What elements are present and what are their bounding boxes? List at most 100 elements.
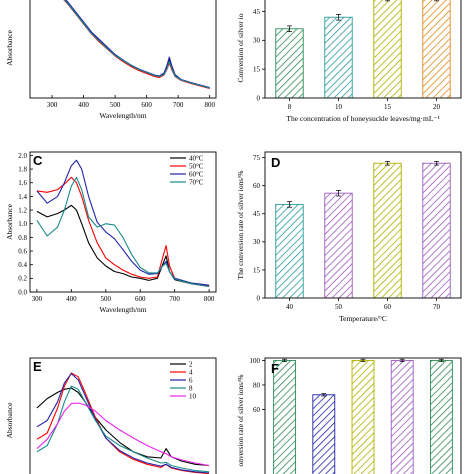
plot-area-F	[273, 358, 453, 474]
y-tick-label: 80	[253, 381, 261, 389]
plot-area-D	[275, 161, 451, 298]
x-tick-label: 400	[66, 295, 77, 303]
x-tick-label: 700	[169, 295, 180, 303]
y-tick-label: 0	[257, 294, 261, 302]
y-tick-label: 30	[253, 37, 261, 45]
panel-label: E	[33, 359, 42, 374]
series-line-C-0	[36, 204, 210, 288]
axes-frame-A	[29, 0, 217, 99]
x-tick-label: 500	[110, 101, 121, 109]
x-tick-label: 700	[173, 101, 184, 109]
series-line-C-2	[36, 159, 210, 286]
bar-B-3	[422, 0, 451, 98]
x-axis-label: Wavelength/nm	[99, 111, 146, 120]
x-axis-label: Wavelength/nm	[99, 305, 146, 314]
legend-label: 2	[189, 361, 193, 369]
y-tick-label: 2.0	[18, 152, 27, 160]
y-tick-label: 100	[250, 357, 261, 365]
axes-frame-F	[264, 357, 462, 474]
y-axis-label: onversion rate of silver ions/%	[236, 374, 245, 466]
x-tick-label: 50	[335, 303, 343, 311]
x-tick-label: 8	[288, 103, 292, 111]
x-tick-label: 600	[135, 295, 146, 303]
series-line-A-0	[64, 0, 210, 89]
legend-label: 50°C	[189, 163, 204, 171]
series-line-A-2	[65, 0, 210, 89]
plot-area-C	[36, 159, 210, 288]
y-axis-label: The conversion rate of silver ions/%	[236, 171, 245, 280]
legend-label: 40°C	[189, 155, 204, 163]
panel-label: D	[271, 155, 280, 170]
y-tick-label: 1.0	[18, 220, 27, 228]
plot-area-B	[275, 0, 451, 98]
y-tick-label: 45	[253, 210, 261, 218]
y-tick-label: 60	[253, 182, 261, 190]
series-line-A-1	[63, 0, 210, 90]
bar-D-2	[373, 162, 402, 298]
y-axis-label: Conversion of silver io	[236, 13, 245, 82]
bar-D-3	[422, 162, 451, 298]
axes-frame-E	[29, 357, 217, 474]
series-line-C-1	[36, 176, 210, 287]
y-axis-label: Absorbance	[5, 29, 14, 65]
x-tick-label: 10	[335, 103, 343, 111]
bar-F-2	[351, 360, 375, 474]
y-tick-label: 1.2	[18, 206, 27, 214]
y-tick-label: 1.4	[18, 193, 27, 201]
x-tick-label: 400	[78, 101, 89, 109]
panel-label: C	[33, 153, 43, 168]
x-tick-label: 300	[32, 295, 43, 303]
axes-frame-D	[264, 151, 462, 299]
x-tick-label: 600	[141, 101, 152, 109]
x-tick-label: 500	[101, 295, 112, 303]
y-tick-label: 1.8	[18, 165, 27, 173]
y-tick-label: 45	[253, 8, 261, 16]
y-tick-label: 0.4	[18, 261, 27, 269]
legend-label: 4	[189, 369, 193, 377]
bar-B-1	[324, 16, 353, 98]
y-tick-label: 15	[253, 66, 261, 74]
series-line-A-3	[63, 0, 210, 89]
legend-label: 8	[189, 385, 193, 393]
x-tick-label: 300	[47, 101, 58, 109]
bar-D-1	[324, 192, 353, 298]
y-tick-label: 15	[253, 266, 261, 274]
plot-area-E	[36, 372, 210, 474]
bar-B-2	[373, 0, 402, 98]
x-tick-label: 15	[384, 103, 392, 111]
y-tick-label: 0.0	[18, 288, 27, 296]
y-tick-label: 1.6	[18, 179, 27, 187]
x-axis-label: Temperature/°C	[339, 314, 387, 323]
bar-D-0	[275, 203, 304, 298]
legend-label: 10	[189, 393, 197, 401]
x-tick-label: 60	[384, 303, 392, 311]
x-tick-label: 40	[286, 303, 294, 311]
y-tick-label: 0	[257, 94, 261, 102]
y-tick-label: 0.6	[18, 247, 27, 255]
plot-area-A	[63, 0, 210, 90]
axes-frame-B	[264, 0, 462, 99]
y-tick-label: 0.2	[18, 275, 27, 283]
bar-B-0	[275, 28, 304, 98]
y-tick-label: 0.8	[18, 234, 27, 242]
x-tick-label: 800	[204, 295, 215, 303]
y-tick-label: 30	[253, 238, 261, 246]
legend-label: 6	[189, 377, 193, 385]
series-line-E-3	[36, 385, 210, 473]
x-tick-label: 70	[433, 303, 441, 311]
x-axis-label: The concentration of honeysuckle leaves/…	[286, 114, 439, 123]
y-tick-label: 60	[253, 406, 261, 414]
bar-F-3	[390, 360, 414, 474]
bar-F-0	[273, 360, 297, 474]
series-line-E-2	[36, 373, 210, 474]
panel-label: F	[271, 361, 279, 376]
y-axis-label: Absorbance	[5, 402, 14, 438]
x-tick-label: 800	[204, 101, 215, 109]
axes-frame-C	[29, 151, 217, 293]
bar-F-1	[312, 394, 336, 474]
series-line-C-3	[36, 176, 210, 288]
legend-label: 70°C	[189, 179, 204, 187]
bar-F-4	[429, 360, 453, 474]
y-axis-label: Absorbance	[5, 203, 14, 239]
